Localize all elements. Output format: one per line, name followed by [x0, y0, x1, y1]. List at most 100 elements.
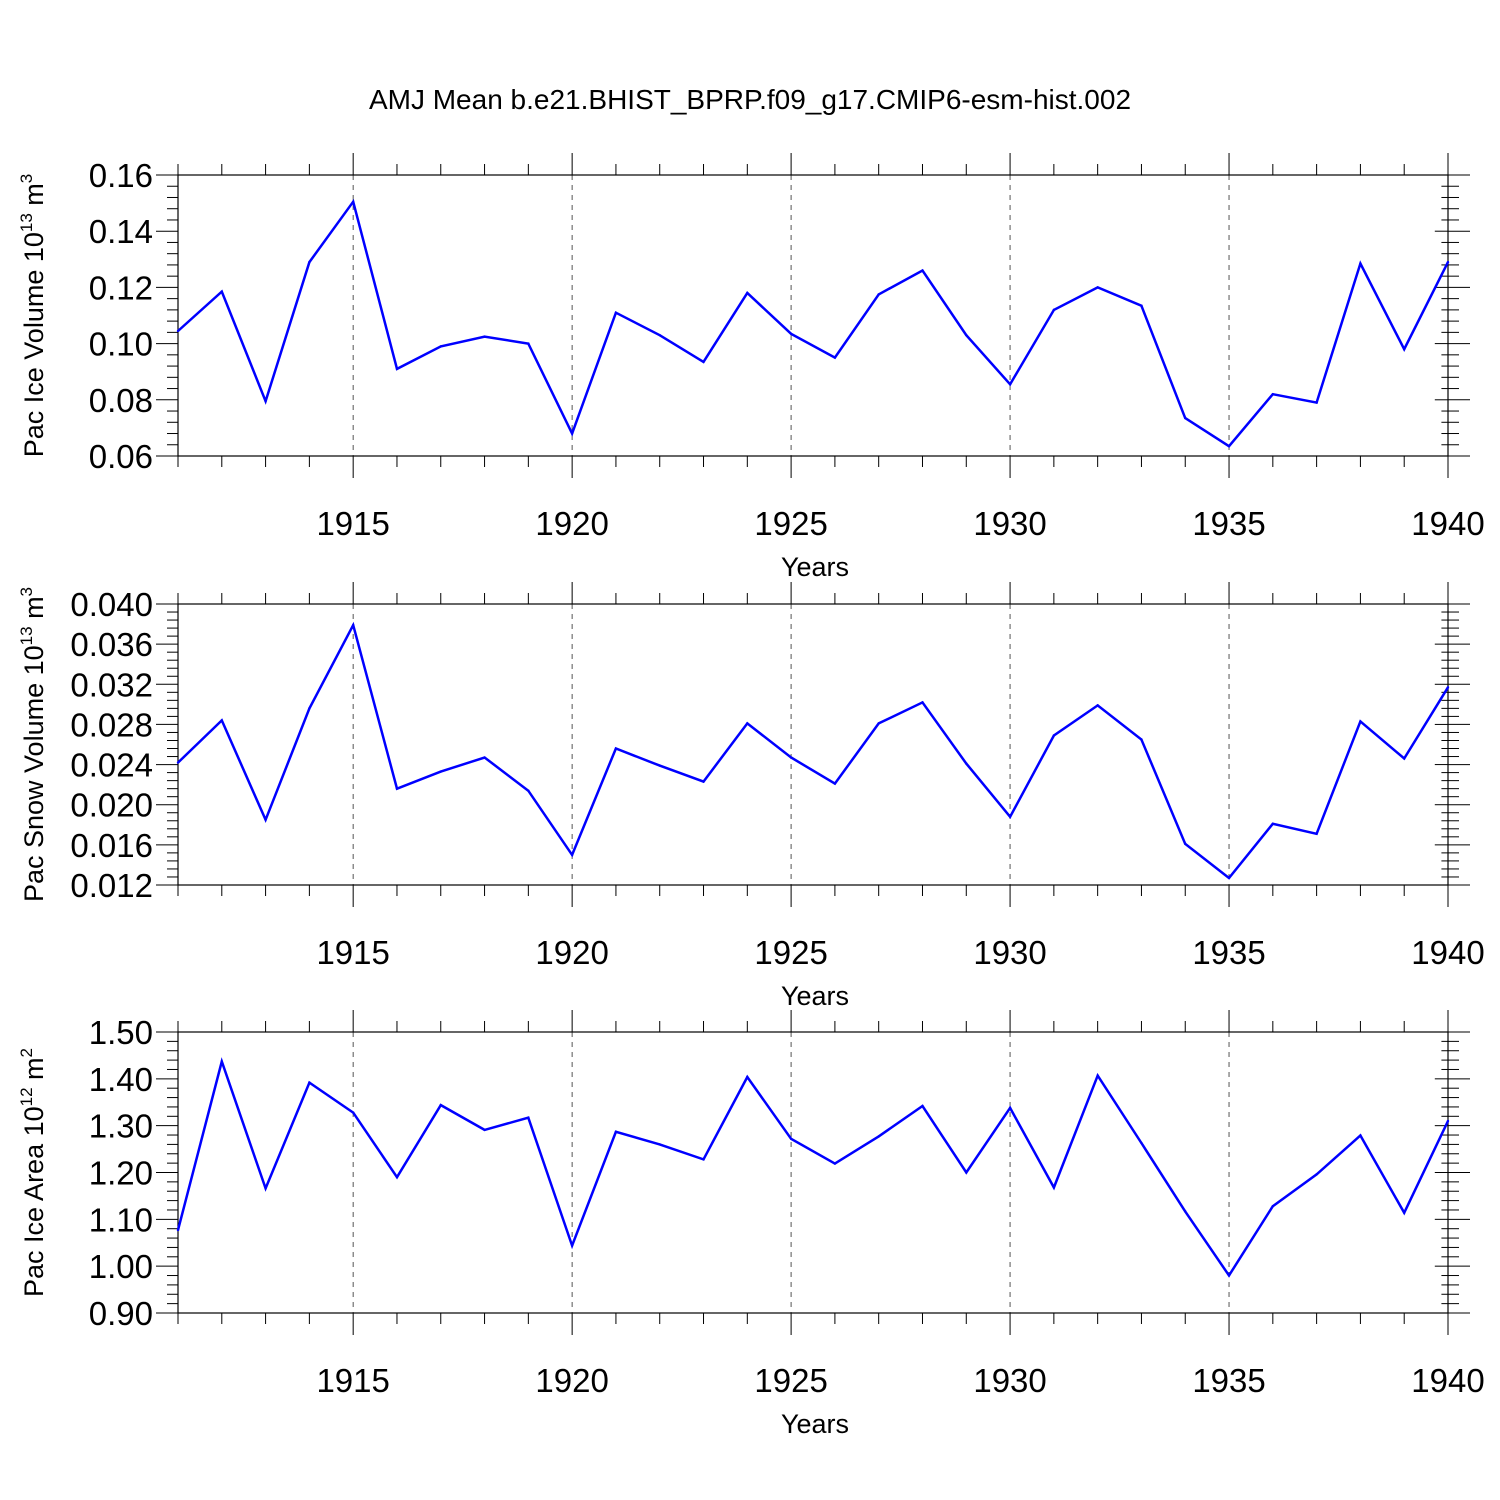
- data-point: [220, 290, 223, 293]
- data-point: [1403, 348, 1406, 351]
- x-tick-label: 1915: [316, 505, 389, 542]
- data-point: [746, 1075, 749, 1079]
- data-point: [527, 342, 530, 345]
- data-point: [789, 332, 793, 335]
- x-tick-label: 1935: [1192, 934, 1265, 971]
- data-point: [395, 1175, 399, 1179]
- y-tick-label: 0.06: [89, 438, 153, 475]
- x-tick-label: 1925: [754, 505, 827, 542]
- data-point: [921, 269, 924, 272]
- data-point: [439, 770, 442, 773]
- series-line: [176, 1057, 1450, 1278]
- data-point: [614, 1130, 618, 1133]
- x-tick-label: 1940: [1411, 934, 1484, 971]
- data-point: [1008, 1106, 1012, 1110]
- data-point: [658, 1143, 661, 1146]
- data-point: [483, 1128, 486, 1132]
- y-axis-label: Pac Ice Area 1012 m2: [17, 1048, 49, 1297]
- data-point: [395, 787, 399, 790]
- data-point: [483, 756, 486, 759]
- data-point: [1271, 392, 1275, 396]
- data-point: [1052, 1186, 1056, 1189]
- y-tick-label: 0.016: [70, 827, 153, 864]
- data-point: [833, 1162, 837, 1165]
- data-point: [1359, 720, 1362, 723]
- x-tick-label: 1915: [316, 1362, 389, 1399]
- y-axis-label: Pac Ice Volume 1013 m3: [17, 174, 49, 458]
- data-point: [1446, 1119, 1450, 1123]
- data-point: [439, 1103, 442, 1107]
- data-point: [1315, 832, 1318, 836]
- plot-frame: [177, 603, 1449, 886]
- x-tick-label: 1925: [754, 1362, 827, 1399]
- data-point: [1359, 262, 1362, 265]
- x-tick-label: 1935: [1192, 1362, 1265, 1399]
- series-line: [177, 198, 1450, 448]
- data-point: [351, 1111, 355, 1114]
- data-point: [570, 1244, 574, 1247]
- y-tick-label: 0.020: [70, 787, 153, 824]
- data-point: [264, 400, 267, 403]
- y-tick-label: 0.16: [89, 157, 153, 194]
- x-tick-label: 1915: [316, 934, 389, 971]
- data-point: [702, 1158, 705, 1161]
- data-point: [1446, 686, 1450, 689]
- y-tick-label: 0.10: [89, 326, 153, 363]
- data-point: [1227, 444, 1231, 448]
- data-point: [395, 367, 399, 371]
- data-point: [1008, 383, 1012, 386]
- data-point: [1403, 1211, 1406, 1214]
- y-tick-label: 1.20: [89, 1155, 153, 1192]
- y-tick-label: 1.10: [89, 1201, 153, 1238]
- data-point: [1184, 416, 1187, 420]
- data-point: [527, 789, 530, 792]
- data-point: [308, 260, 311, 264]
- x-tick-label: 1940: [1411, 505, 1484, 542]
- y-tick-label: 1.50: [89, 1014, 153, 1051]
- y-tick-label: 0.90: [89, 1295, 153, 1332]
- data-point: [220, 1060, 223, 1063]
- data-point: [1446, 260, 1450, 264]
- data-point: [1315, 401, 1318, 404]
- chart-panel-1: 0.06 0.08 0.10 0.12 0.14 0.16 1915 1920 1925 1930…: [17, 153, 1485, 582]
- data-point: [965, 762, 968, 765]
- data-point: [351, 200, 355, 203]
- y-tick-label: 1.40: [89, 1061, 153, 1098]
- y-tick-label: 1.30: [89, 1108, 153, 1145]
- data-point: [1271, 1205, 1275, 1208]
- data-point: [176, 1228, 180, 1232]
- y-tick-label: 0.032: [70, 666, 153, 703]
- data-point: [833, 782, 837, 785]
- data-point: [1096, 704, 1099, 707]
- y-tick-label: 0.012: [70, 867, 153, 904]
- x-tick-label: 1930: [973, 505, 1046, 542]
- data-point: [1140, 304, 1143, 307]
- data-point: [308, 707, 311, 710]
- y-tick-label: 0.08: [89, 382, 153, 419]
- y-tick-label: 1.00: [89, 1248, 153, 1285]
- series-line: [177, 621, 1450, 880]
- data-point: [264, 818, 267, 821]
- data-point: [1096, 286, 1099, 289]
- x-axis-label: Years: [781, 552, 849, 582]
- data-point: [1403, 757, 1406, 760]
- y-axis-label: Pac Snow Volume 1013 m3: [17, 587, 49, 902]
- plot-frame: [177, 1031, 1449, 1314]
- data-point: [1052, 734, 1056, 737]
- data-point: [1227, 876, 1231, 880]
- x-tick-label: 1940: [1411, 1362, 1484, 1399]
- y-tick-label: 0.14: [89, 213, 153, 250]
- data-point: [1184, 842, 1187, 846]
- data-point: [614, 747, 618, 750]
- data-point: [877, 293, 880, 296]
- x-tick-label: 1920: [535, 1362, 608, 1399]
- x-tick-label: 1930: [973, 934, 1046, 971]
- data-point: [1184, 1210, 1187, 1213]
- data-point: [308, 1081, 311, 1084]
- data-point: [1140, 1141, 1143, 1145]
- data-point: [1315, 1173, 1318, 1176]
- data-point: [658, 764, 661, 767]
